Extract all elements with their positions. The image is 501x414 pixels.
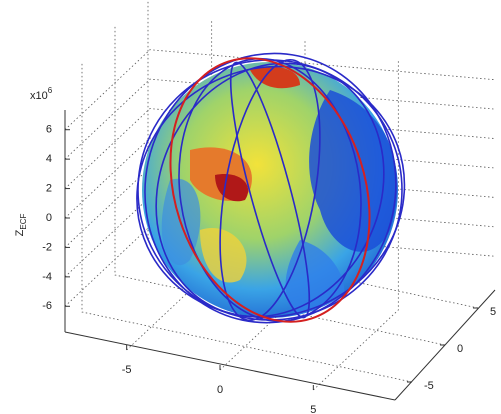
z-tick-label: -4 [42,271,52,283]
y-tick-label: 5 [490,306,496,318]
x-axis-line [65,332,395,400]
z-multiplier: x106 [30,86,53,102]
z-tick-label: -2 [42,241,52,253]
y-tick-label: -5 [424,380,434,392]
z-tick-label: 2 [46,182,52,194]
x-tick-label: -5 [122,364,132,376]
z-tick-label: 6 [46,124,52,136]
z-axis-label: ZECF [14,214,28,237]
z-tick-label: 0 [46,212,52,224]
x-tick-label: 0 [217,384,223,396]
x-tick-label: 5 [310,404,316,414]
chart: x106 ZECF -6 -4 -2 0 2 4 6 -5 0 5 -5 0 5 [0,0,501,414]
y-tick-label: 0 [457,343,463,355]
z-tick-label: 4 [46,153,52,165]
z-tick-label: -6 [42,300,52,312]
